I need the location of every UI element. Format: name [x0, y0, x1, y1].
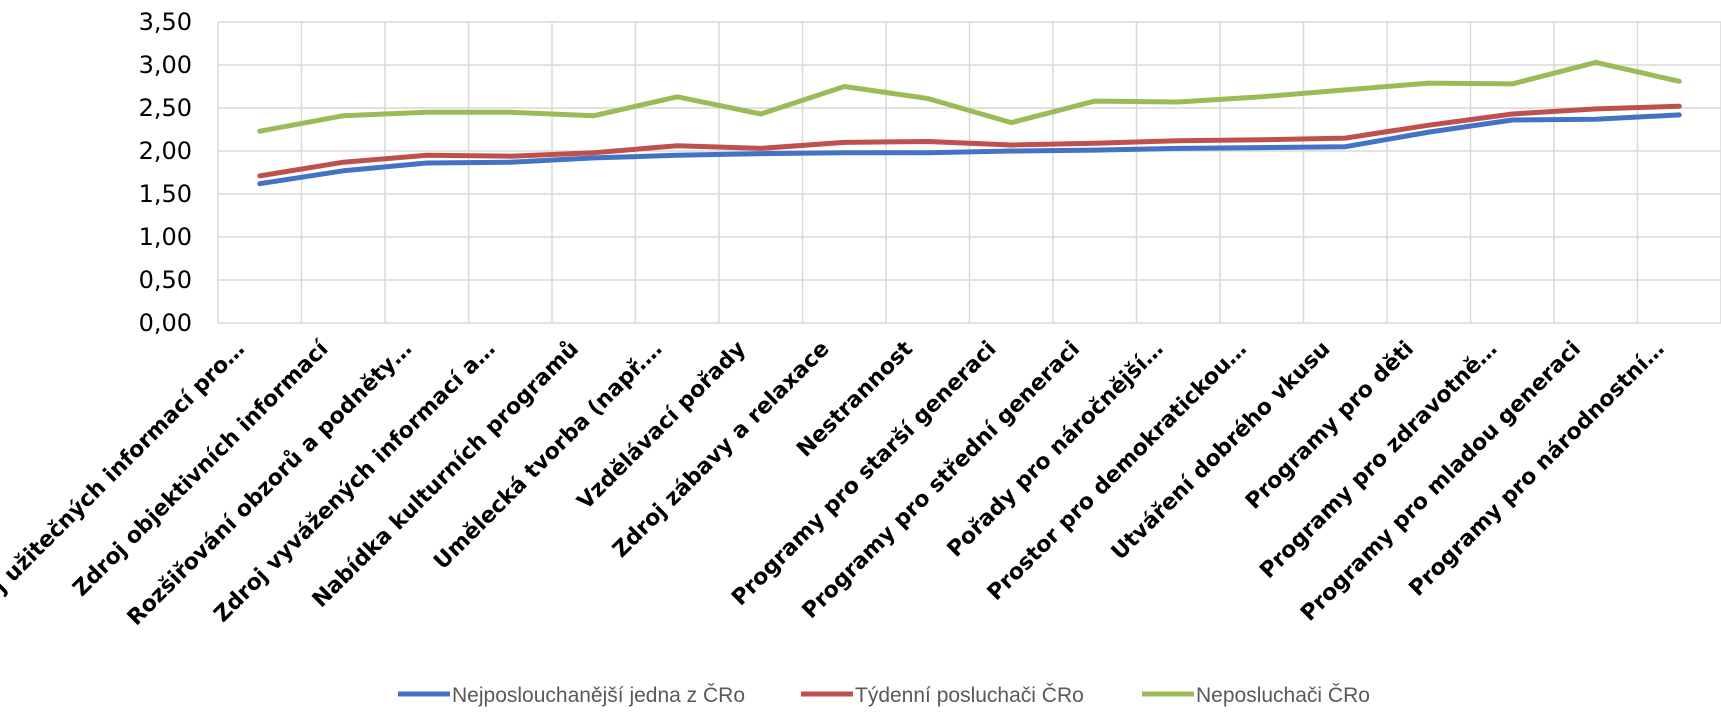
y-tick-label: 1,00: [139, 223, 192, 251]
y-tick-label: 0,00: [139, 309, 192, 337]
x-tick-label: Zdroj užitečných informací pro…: [0, 337, 250, 639]
legend-label: Týdenní posluchači ČRo: [855, 684, 1084, 707]
x-tick-label: Programy pro děti: [1241, 337, 1419, 515]
legend: Nejposlouchanější jedna z ČRo Týdenní pos…: [398, 684, 1370, 707]
series-line-2: [257, 103, 1682, 179]
x-tick-label: Rozšiřování obzorů a podněty…: [123, 337, 417, 631]
y-tick-label: 2,00: [139, 137, 192, 165]
legend-label: Nejposlouchanější jedna z ČRo: [452, 684, 745, 707]
x-tick-label: Vzdělávací pořady: [573, 337, 751, 515]
y-tick-label: 1,50: [139, 180, 192, 208]
grid: [217, 21, 1721, 324]
x-axis-tick-labels: Zdroj užitečných informací pro…Zdroj obj…: [0, 336, 1669, 639]
y-tick-label: 3,00: [139, 51, 192, 79]
y-tick-label: 3,50: [139, 8, 192, 36]
y-tick-label: 2,50: [139, 94, 192, 122]
legend-label: Neposluchači ČRo: [1196, 684, 1370, 707]
y-tick-label: 0,50: [139, 266, 192, 294]
y-axis-tick-labels: 0,00 0,50 1,00 1,50 2,00 2,50 3,00 3,50: [139, 8, 192, 337]
series-line-3: [257, 59, 1682, 134]
series-lines: [257, 59, 1682, 187]
series-line-1: [257, 112, 1682, 187]
